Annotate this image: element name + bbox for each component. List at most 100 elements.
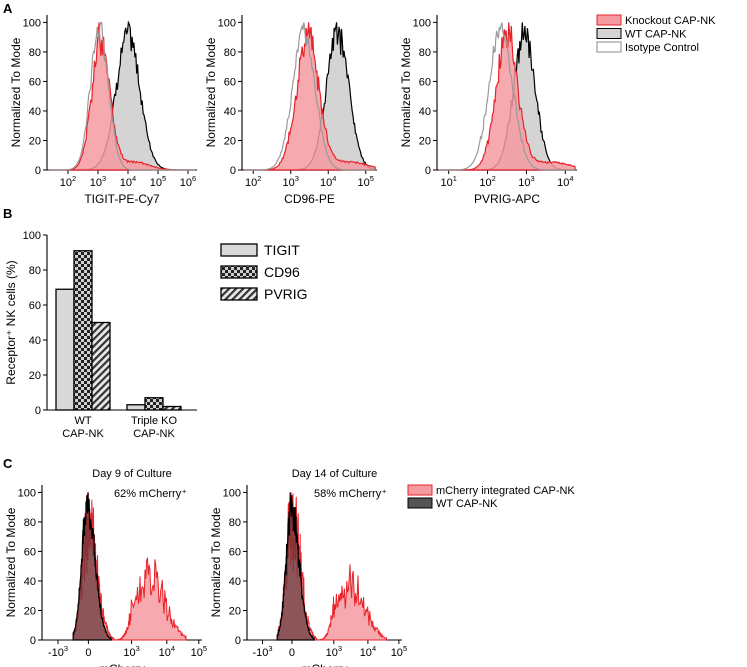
panel-b-bar-tigit	[55, 288, 75, 411]
panel-a1-ytick-label: 40	[29, 106, 41, 118]
panel-c1-xtick-label: 104	[159, 644, 175, 659]
panel-b-ytick-label: 0	[35, 405, 41, 417]
panel-a2-xtick-label: 103	[283, 174, 299, 189]
panel-a1-ytick-label: 80	[29, 47, 41, 59]
legend-a-swatch	[596, 28, 622, 39]
legend-c-swatch	[407, 484, 433, 496]
panel-a3-ytick-label: 0	[425, 165, 431, 177]
panel-b-legend-swatch	[220, 243, 258, 257]
legend-a-swatch	[596, 41, 622, 53]
panel-a2-ytick-label: 80	[224, 47, 236, 59]
panel-a1-xlabel: TIGIT-PE-Cy7	[84, 192, 160, 206]
panel-c1-xlabel: mCherry	[99, 662, 145, 667]
panel-b-ylabel: Receptor⁺ NK cells (%)	[4, 260, 18, 384]
panel-c1-ytick-label: 0	[30, 635, 36, 647]
panel-c1-xtick-label: 105	[191, 644, 207, 659]
panel-a2-ytick-label: 0	[230, 165, 236, 177]
panel-a1-xtick-label: 106	[180, 174, 196, 189]
panel-a1-series-wt	[48, 20, 196, 171]
panel-c2-title: Day 14 of Culture	[292, 468, 378, 480]
panel-a3-series-isotype	[438, 22, 576, 171]
panel-b-bar-cd96	[144, 397, 164, 411]
panel-a2-ytick-label: 40	[224, 106, 236, 118]
panel-c1-ytick-label: 20	[24, 605, 36, 617]
panel-b-bar-tigit	[126, 404, 146, 411]
panel-c1-series-wt	[72, 492, 112, 641]
panel-label-c: C	[3, 456, 13, 471]
panel-a3-ytick-label: 80	[419, 47, 431, 59]
panel-c2-xtick-label: -103	[252, 644, 272, 659]
panel-b-category-label: CAP-NK	[133, 428, 175, 440]
panel-a1-xtick-label: 102	[60, 174, 76, 189]
panel-b-bar-pvrig	[91, 321, 111, 411]
plots: 0 20 40 60 80 100 102 103 104 105 106 TIGIT-PE-Cy7 N…	[4, 14, 716, 667]
panel-a3-ytick-label: 20	[419, 135, 431, 147]
panel-c2-series-wt	[276, 492, 315, 641]
panel-label-b: B	[3, 206, 12, 221]
panel-c1-xtick-label: -103	[48, 644, 68, 659]
panel-b-category-label: WT	[74, 415, 91, 427]
panel-a3-xtick-label: 104	[557, 174, 573, 189]
legend-a-label: Isotype Control	[625, 42, 699, 54]
legend-a-label: WT CAP-NK	[625, 29, 687, 41]
panel-a1-ytick-label: 60	[29, 76, 41, 88]
panel-a3-ytick-label: 60	[419, 76, 431, 88]
panel-c1-axes	[41, 485, 202, 641]
panel-a2-xtick-label: 105	[358, 174, 374, 189]
panel-c2-ytick-label: 100	[223, 487, 241, 499]
panel-c1-ytick-label: 40	[24, 576, 36, 588]
panel-c1-title: Day 9 of Culture	[92, 468, 171, 480]
panel-c2-ytick-label: 20	[229, 605, 241, 617]
panel-a2-series-isotype	[243, 22, 376, 171]
legend-c-label: WT CAP-NK	[436, 498, 498, 510]
panel-b-legend-swatch	[220, 265, 258, 279]
panel-b-ytick-label: 60	[29, 300, 41, 312]
panel-c2-annotation: 58% mCherry⁺	[314, 488, 387, 500]
panel-a2-ytick-label: 100	[218, 17, 236, 29]
panel-b-bar-cd96	[73, 250, 93, 411]
panel-c2-xtick-label: 0	[289, 647, 295, 659]
panel-c1-annotation: 62% mCherry⁺	[114, 488, 187, 500]
panel-a2-xtick-label: 102	[245, 174, 261, 189]
panel-b-legend-swatch	[220, 287, 258, 301]
panel-b-bar-pvrig	[162, 405, 182, 411]
panel-a1-xtick-label: 104	[120, 174, 136, 189]
panel-a2-ytick-label: 20	[224, 135, 236, 147]
panel-a3-xtick-label: 102	[479, 174, 495, 189]
panel-a1-ylabel: Normalized To Mode	[9, 37, 23, 147]
panel-c2-ytick-label: 0	[235, 635, 241, 647]
panel-a3-ytick-label: 40	[419, 106, 431, 118]
panel-c2-xtick-label: 103	[326, 644, 342, 659]
panel-a1-ytick-label: 20	[29, 135, 41, 147]
legend-a-swatch	[596, 14, 622, 26]
panel-c1-xtick-label: 0	[85, 647, 91, 659]
panel-c2-xtick-label: 104	[360, 644, 376, 659]
panel-a2-ytick-label: 60	[224, 76, 236, 88]
panel-a1-ytick-label: 0	[35, 165, 41, 177]
legend-c-swatch	[407, 497, 433, 509]
panel-c2-ytick-label: 80	[229, 517, 241, 529]
panel-a2-xtick-label: 104	[320, 174, 336, 189]
panel-a1-ytick-label: 100	[23, 17, 41, 29]
panel-a1-xtick-label: 105	[150, 174, 166, 189]
panel-b-ytick-label: 20	[29, 370, 41, 382]
panel-a2-xlabel: CD96-PE	[284, 192, 335, 206]
panel-a3-xtick-label: 101	[440, 174, 456, 189]
panel-c2-xlabel: mCherry	[301, 662, 347, 667]
panel-b-ytick-label: 100	[23, 230, 41, 242]
panel-a3-ytick-label: 100	[413, 17, 431, 29]
panel-label-a: A	[3, 1, 13, 16]
panel-c2-ylabel: Normalized To Mode	[209, 507, 223, 617]
panel-c2-axes	[246, 485, 402, 641]
panel-c2-xtick-label: 105	[391, 644, 407, 659]
panel-b-legend-label: CD96	[264, 264, 300, 280]
legend-c-label: mCherry integrated CAP-NK	[436, 485, 575, 497]
panel-b-legend-label: PVRIG	[264, 286, 308, 302]
panel-c2-ytick-label: 60	[229, 546, 241, 558]
panel-a1-series-isotype	[48, 21, 196, 171]
panel-a3-xtick-label: 103	[518, 174, 534, 189]
panel-c1-ylabel: Normalized To Mode	[4, 507, 18, 617]
panel-b-category-label: CAP-NK	[62, 428, 104, 440]
panel-b-category-label: Triple KO	[131, 415, 177, 427]
panel-b-ytick-label: 80	[29, 265, 41, 277]
